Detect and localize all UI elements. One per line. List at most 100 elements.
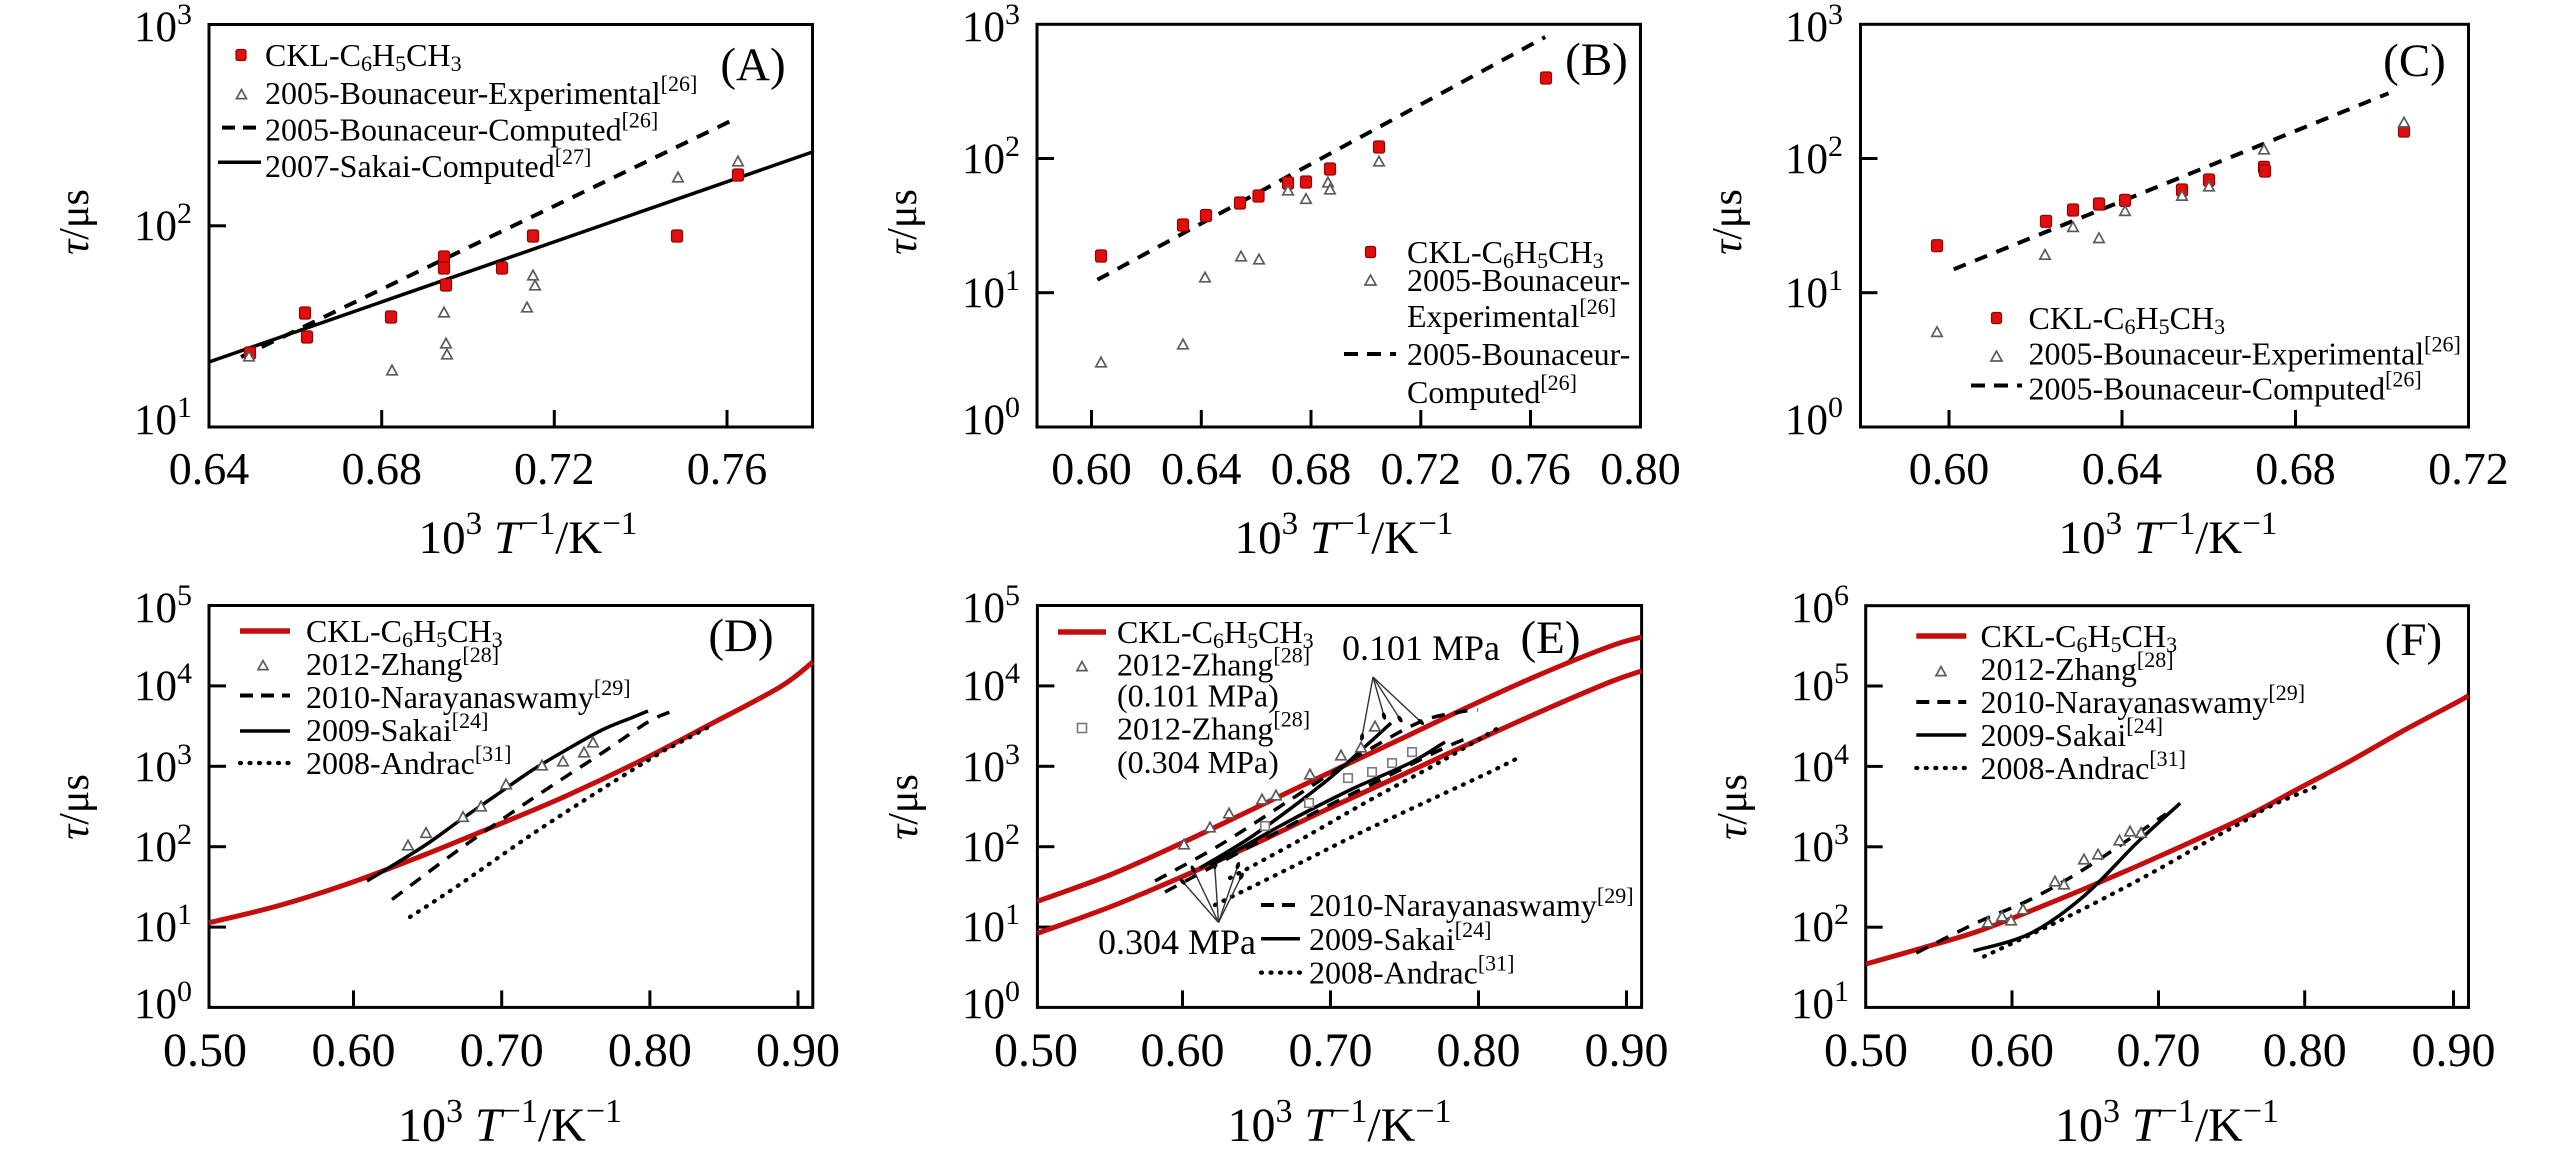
svg-text:103 T−1/K−1: 103 T−1/K−1: [1235, 506, 1454, 564]
svg-text:100: 100: [134, 975, 192, 1028]
svg-text:2008-Andrac[31]: 2008-Andrac[31]: [1981, 746, 2186, 786]
svg-text:103: 103: [134, 0, 192, 51]
svg-text:0.76: 0.76: [1490, 443, 1571, 494]
svg-text:0.90: 0.90: [2412, 1024, 2496, 1077]
svg-text:2012-Zhang[28]: 2012-Zhang[28]: [306, 642, 499, 682]
svg-text:τ/μs: τ/μs: [1710, 774, 1756, 840]
svg-text:105: 105: [1791, 657, 1849, 710]
svg-text:0.72: 0.72: [1381, 443, 1462, 494]
svg-text:103 T−1/K−1: 103 T−1/K−1: [398, 1093, 622, 1150]
svg-text:0.60: 0.60: [1141, 1024, 1225, 1077]
svg-text:0.304 MPa: 0.304 MPa: [1098, 922, 1256, 962]
svg-text:2005-Bounaceur-: 2005-Bounaceur-: [1407, 336, 1630, 372]
svg-text:0.72: 0.72: [514, 443, 595, 494]
svg-text:106: 106: [1791, 579, 1849, 632]
svg-text:2008-Andrac[31]: 2008-Andrac[31]: [1309, 951, 1514, 991]
svg-text:(C): (C): [2383, 35, 2446, 87]
svg-text:2012-Zhang[28]: 2012-Zhang[28]: [1117, 706, 1310, 746]
svg-text:2005-Bounaceur-Experimental[26: 2005-Bounaceur-Experimental[26]: [2029, 332, 2461, 372]
svg-text:101: 101: [1785, 264, 1843, 317]
svg-text:CKL-C6H5CH3: CKL-C6H5CH3: [265, 37, 462, 76]
svg-text:101: 101: [962, 264, 1020, 317]
svg-text:0.80: 0.80: [2263, 1024, 2347, 1077]
svg-text:CKL-C6H5CH3: CKL-C6H5CH3: [1117, 614, 1314, 653]
svg-text:(0.101 MPa): (0.101 MPa): [1117, 678, 1279, 714]
svg-text:0.60: 0.60: [1909, 443, 1990, 494]
svg-text:101: 101: [134, 391, 192, 444]
svg-text:101: 101: [962, 898, 1020, 951]
svg-text:0.60: 0.60: [1970, 1024, 2054, 1077]
svg-text:(A): (A): [720, 39, 785, 91]
svg-text:102: 102: [1791, 898, 1849, 951]
svg-text:104: 104: [134, 657, 192, 710]
svg-text:102: 102: [962, 130, 1020, 183]
svg-text:101: 101: [134, 898, 192, 951]
svg-text:0.68: 0.68: [1271, 443, 1352, 494]
svg-text:0.68: 0.68: [341, 443, 422, 494]
svg-text:0.60: 0.60: [1051, 443, 1132, 494]
svg-text:2012-Zhang[28]: 2012-Zhang[28]: [1981, 647, 2174, 687]
svg-text:0.90: 0.90: [756, 1024, 840, 1077]
svg-text:101: 101: [1791, 975, 1849, 1028]
svg-text:0.64: 0.64: [2082, 443, 2163, 494]
svg-text:2005-Bounaceur-Computed[26]: 2005-Bounaceur-Computed[26]: [2029, 366, 2422, 406]
svg-text:2005-Bounaceur-Computed[26]: 2005-Bounaceur-Computed[26]: [265, 108, 658, 148]
svg-text:2008-Andrac[31]: 2008-Andrac[31]: [306, 741, 511, 781]
svg-text:CKL-C6H5CH3: CKL-C6H5CH3: [306, 613, 503, 652]
svg-text:2007-Sakai-Computed[27]: 2007-Sakai-Computed[27]: [265, 144, 591, 184]
svg-text:0.68: 0.68: [2255, 443, 2336, 494]
svg-text:0.64: 0.64: [1161, 443, 1242, 494]
svg-text:(0.304 MPa): (0.304 MPa): [1117, 744, 1279, 780]
svg-text:(F): (F): [2385, 614, 2442, 666]
svg-text:0.50: 0.50: [1824, 1024, 1908, 1077]
svg-text:CKL-C6H5CH3: CKL-C6H5CH3: [1407, 234, 1604, 273]
svg-text:τ/μs: τ/μs: [880, 189, 926, 255]
svg-text:0.50: 0.50: [163, 1024, 247, 1077]
svg-text:0.101 MPa: 0.101 MPa: [1342, 628, 1500, 668]
svg-text:104: 104: [1791, 738, 1849, 791]
svg-text:102: 102: [962, 818, 1020, 871]
svg-text:103 T−1/K−1: 103 T−1/K−1: [2055, 1093, 2279, 1150]
svg-text:103: 103: [134, 738, 192, 791]
svg-text:103: 103: [962, 0, 1020, 51]
svg-text:104: 104: [962, 657, 1020, 710]
svg-text:τ/μs: τ/μs: [1705, 189, 1751, 255]
svg-text:100: 100: [962, 391, 1020, 444]
svg-text:103: 103: [962, 738, 1020, 791]
svg-text:(B): (B): [1565, 34, 1628, 86]
svg-text:100: 100: [962, 975, 1020, 1028]
svg-text:102: 102: [1785, 130, 1843, 183]
svg-text:(D): (D): [708, 610, 773, 662]
svg-text:0.80: 0.80: [1437, 1024, 1521, 1077]
svg-text:0.72: 0.72: [2428, 443, 2509, 494]
svg-text:103: 103: [1785, 0, 1843, 51]
svg-text:0.64: 0.64: [169, 443, 250, 494]
svg-text:2010-Narayanaswamy[29]: 2010-Narayanaswamy[29]: [1981, 680, 2306, 720]
svg-text:τ/μs: τ/μs: [881, 774, 927, 840]
svg-text:CKL-C6H5CH3: CKL-C6H5CH3: [1981, 618, 2178, 657]
svg-text:0.70: 0.70: [2117, 1024, 2201, 1077]
svg-text:0.90: 0.90: [1585, 1024, 1669, 1077]
svg-text:103: 103: [1791, 818, 1849, 871]
svg-text:2010-Narayanaswamy[29]: 2010-Narayanaswamy[29]: [306, 675, 631, 715]
svg-text:Computed[26]: Computed[26]: [1407, 370, 1577, 410]
svg-text:CKL-C6H5CH3: CKL-C6H5CH3: [2029, 300, 2226, 339]
svg-text:τ/μs: τ/μs: [52, 774, 98, 840]
svg-text:2005-Bounaceur-: 2005-Bounaceur-: [1407, 262, 1630, 298]
svg-text:Experimental[26]: Experimental[26]: [1407, 294, 1616, 334]
svg-text:2012-Zhang[28]: 2012-Zhang[28]: [1117, 642, 1310, 682]
svg-text:0.70: 0.70: [1289, 1024, 1373, 1077]
svg-text:103 T−1/K−1: 103 T−1/K−1: [2059, 506, 2278, 564]
svg-text:102: 102: [134, 818, 192, 871]
svg-text:2009-Sakai[24]: 2009-Sakai[24]: [1981, 713, 2163, 753]
svg-text:0.50: 0.50: [994, 1024, 1078, 1077]
svg-text:2010-Narayanaswamy[29]: 2010-Narayanaswamy[29]: [1309, 883, 1634, 923]
svg-text:(E): (E): [1520, 612, 1580, 664]
svg-text:103 T−1/K−1: 103 T−1/K−1: [1227, 1093, 1451, 1150]
svg-text:τ/μs: τ/μs: [52, 189, 98, 255]
svg-text:2009-Sakai[24]: 2009-Sakai[24]: [306, 708, 488, 748]
svg-text:105: 105: [962, 579, 1020, 632]
svg-text:2005-Bounaceur-Experimental[26: 2005-Bounaceur-Experimental[26]: [265, 71, 697, 111]
svg-text:0.80: 0.80: [608, 1024, 692, 1077]
svg-text:0.60: 0.60: [312, 1024, 396, 1077]
